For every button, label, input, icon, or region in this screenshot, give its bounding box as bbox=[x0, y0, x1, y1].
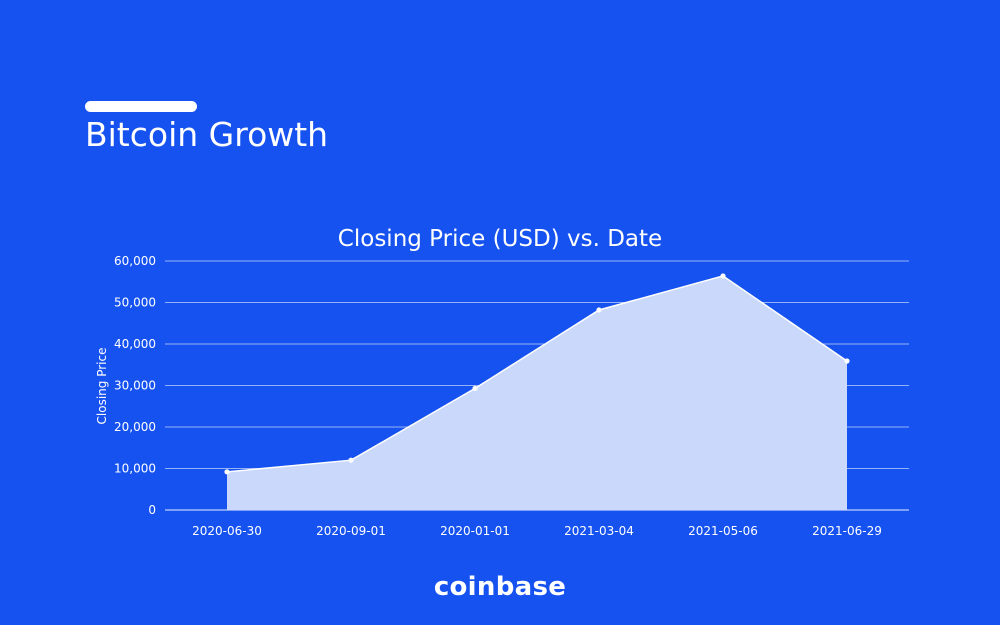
data-point bbox=[596, 307, 602, 313]
data-point bbox=[472, 385, 478, 392]
x-tick-label: 2021-03-04 bbox=[564, 524, 634, 538]
data-point bbox=[720, 273, 726, 279]
series-line bbox=[226, 275, 848, 473]
x-tick-label: 2020-09-01 bbox=[316, 524, 386, 538]
page-title: Bitcoin Growth bbox=[85, 115, 329, 154]
x-axis-ticks: 2020-06-30 2020-09-01 2020-01-01 2021-03-04… bbox=[192, 524, 882, 538]
coinbase-logo: coinbase bbox=[433, 572, 567, 602]
y-axis-label: Closing Price bbox=[95, 348, 109, 425]
data-point bbox=[844, 358, 850, 364]
y-tick-label: 50,000 bbox=[114, 296, 156, 310]
x-tick-label: 2020-01-01 bbox=[440, 524, 510, 538]
title-accent-bar bbox=[85, 101, 197, 112]
data-point bbox=[348, 457, 354, 463]
y-tick-label: 20,000 bbox=[114, 420, 156, 434]
chart-title: Closing Price (USD) vs. Date bbox=[338, 226, 662, 252]
area-series bbox=[224, 273, 850, 510]
y-tick-label: 60,000 bbox=[114, 254, 156, 268]
y-tick-label: 30,000 bbox=[114, 379, 156, 393]
x-tick-label: 2021-06-29 bbox=[812, 524, 882, 538]
x-tick-label: 2020-06-30 bbox=[192, 524, 262, 538]
x-tick-label: 2021-05-06 bbox=[688, 524, 758, 538]
area-fill bbox=[227, 275, 847, 510]
y-tick-label: 10,000 bbox=[114, 462, 156, 476]
y-axis-ticks: 0 10,000 20,000 30,000 40,000 50,000 60,000 bbox=[114, 254, 156, 517]
y-tick-label: 0 bbox=[148, 503, 156, 517]
data-point bbox=[224, 469, 230, 475]
y-tick-label: 40,000 bbox=[114, 337, 156, 351]
